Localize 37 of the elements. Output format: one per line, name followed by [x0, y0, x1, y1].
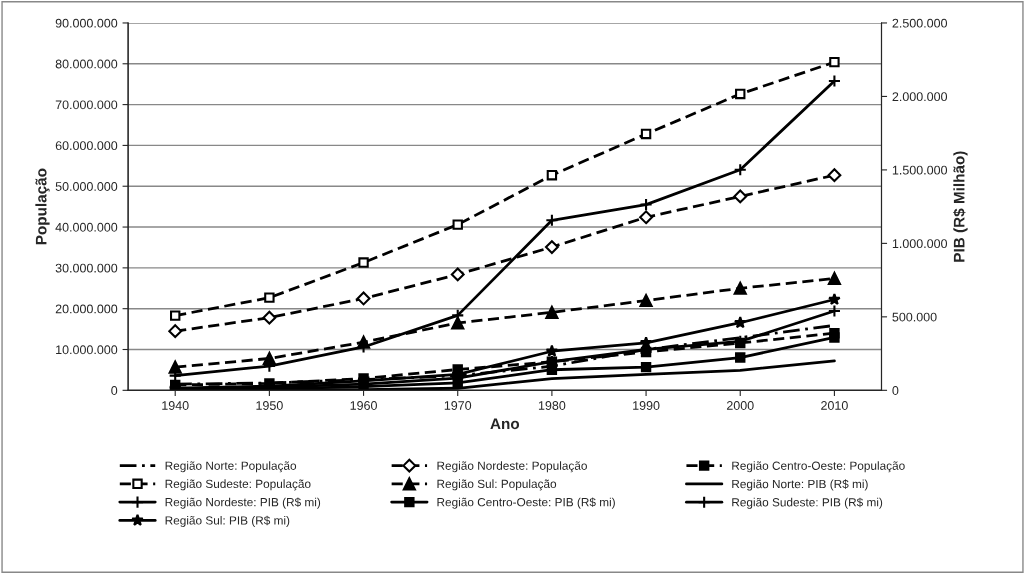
- y2-tick-label: 2.500.000: [892, 18, 948, 28]
- y-axis-title: População: [35, 168, 50, 245]
- x-tick-label: 1960: [350, 401, 377, 410]
- legend-label: Região Norte: População: [165, 461, 297, 473]
- legend-label: Região Nordeste: População: [437, 461, 587, 473]
- x-tick-label: 2000: [726, 401, 754, 410]
- legend-label: Região Norte: PIB (R$ mi): [732, 479, 868, 491]
- y2-tick-label: 0: [892, 386, 899, 395]
- y2-tick-label: 2.000.000: [892, 92, 948, 102]
- y-tick-label: 90.000.000: [55, 18, 118, 28]
- legend-label: Região Nordeste: PIB (R$ mi): [165, 497, 321, 509]
- x-axis-title: Ano: [490, 418, 520, 430]
- y-tick-label: 70.000.000: [55, 100, 118, 110]
- legend-label: Região Sudeste: População: [165, 479, 311, 491]
- y-tick-label: 10.000.000: [56, 345, 118, 355]
- y-tick-label: 20.000.000: [55, 304, 118, 314]
- x-tick-label: 1990: [633, 401, 660, 410]
- y-tick-label: 50.000.000: [55, 182, 118, 191]
- y-tick-label: 60.000.000: [55, 141, 118, 151]
- x-tick-label: 1950: [256, 401, 283, 410]
- legend-label: Região Sul: População: [437, 479, 557, 491]
- legend-label: Região Sul: PIB (R$ mi): [165, 515, 290, 527]
- y2-tick-label: 1.000.000: [892, 239, 948, 249]
- y-tick-label: 30.000.000: [55, 263, 118, 273]
- x-tick-label: 1940: [162, 401, 189, 410]
- y2-tick-label: 1.500.000: [892, 165, 948, 175]
- x-tick-label: 1980: [538, 401, 566, 410]
- y-tick-label: 40.000.000: [55, 222, 118, 232]
- x-tick-label: 2010: [821, 401, 848, 410]
- y-tick-label: 80.000.000: [55, 59, 118, 69]
- legend-label: Região Centro-Oeste: PIB (R$ mi): [437, 497, 615, 509]
- y2-tick-label: 500.000: [892, 312, 937, 322]
- legend-label: Região Centro-Oeste: População: [732, 461, 905, 473]
- x-tick-label: 1970: [444, 401, 472, 410]
- y-tick-label: 0: [111, 386, 118, 395]
- legend-label: Região Sudeste: PIB (R$ mi): [732, 497, 883, 509]
- y2-axis-title: PIB (R$ Milhão): [953, 151, 968, 262]
